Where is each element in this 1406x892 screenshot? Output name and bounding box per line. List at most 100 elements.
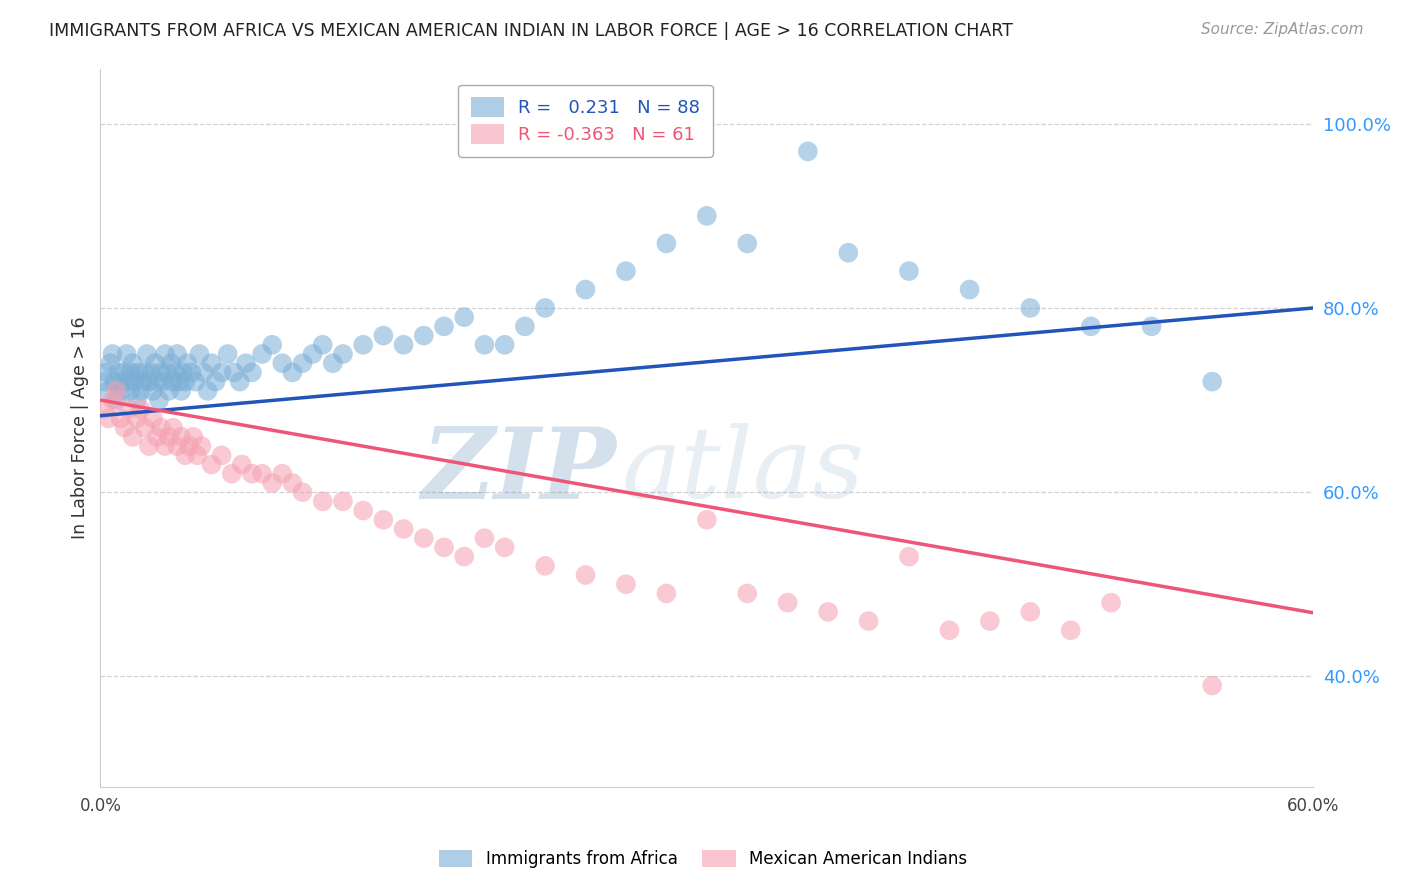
Point — [235, 356, 257, 370]
Point — [134, 366, 156, 380]
Legend: R =   0.231   N = 88, R = -0.363   N = 61: R = 0.231 N = 88, R = -0.363 N = 61 — [458, 85, 713, 157]
Point — [392, 338, 415, 352]
Point — [143, 356, 166, 370]
Point — [301, 347, 323, 361]
Point — [1080, 319, 1102, 334]
Point — [188, 347, 211, 361]
Point — [696, 513, 718, 527]
Point — [120, 384, 142, 398]
Point — [183, 430, 205, 444]
Point — [897, 549, 920, 564]
Point — [105, 392, 128, 407]
Point — [97, 411, 120, 425]
Point — [474, 338, 496, 352]
Point — [1019, 301, 1042, 315]
Point — [160, 356, 183, 370]
Point — [167, 375, 190, 389]
Point — [222, 366, 245, 380]
Point — [221, 467, 243, 481]
Point — [174, 448, 197, 462]
Point — [100, 356, 122, 370]
Point — [938, 624, 960, 638]
Point — [128, 366, 150, 380]
Point — [200, 356, 222, 370]
Point — [115, 347, 138, 361]
Point — [107, 366, 129, 380]
Point — [190, 439, 212, 453]
Point — [101, 347, 124, 361]
Point — [271, 467, 294, 481]
Point — [494, 338, 516, 352]
Point — [250, 467, 273, 481]
Point — [858, 614, 880, 628]
Point — [433, 541, 456, 555]
Point — [312, 494, 335, 508]
Point — [111, 375, 134, 389]
Point — [166, 439, 188, 453]
Point — [291, 356, 314, 370]
Point — [134, 420, 156, 434]
Point — [125, 411, 148, 425]
Point — [373, 513, 395, 527]
Point — [165, 366, 187, 380]
Point — [105, 384, 128, 398]
Point — [240, 467, 263, 481]
Point — [170, 430, 193, 444]
Point — [138, 439, 160, 453]
Point — [262, 338, 284, 352]
Point — [162, 420, 184, 434]
Point — [125, 392, 148, 407]
Point — [797, 145, 820, 159]
Point — [166, 347, 188, 361]
Point — [312, 338, 335, 352]
Point — [120, 366, 142, 380]
Point — [1019, 605, 1042, 619]
Point — [271, 356, 294, 370]
Point — [103, 375, 125, 389]
Point — [373, 328, 395, 343]
Point — [174, 375, 197, 389]
Point — [97, 384, 120, 398]
Point — [817, 605, 839, 619]
Point — [897, 264, 920, 278]
Point — [229, 375, 252, 389]
Point — [231, 458, 253, 472]
Point — [121, 356, 143, 370]
Point — [574, 568, 596, 582]
Point — [513, 319, 536, 334]
Point — [494, 541, 516, 555]
Point — [200, 458, 222, 472]
Point — [453, 310, 475, 325]
Point — [124, 375, 146, 389]
Point — [614, 264, 637, 278]
Point — [118, 375, 141, 389]
Point — [129, 402, 152, 417]
Point — [197, 384, 219, 398]
Point — [157, 384, 180, 398]
Point — [146, 375, 169, 389]
Point — [153, 347, 176, 361]
Point — [655, 236, 678, 251]
Point — [433, 319, 456, 334]
Point — [179, 439, 201, 453]
Point — [150, 366, 173, 380]
Point — [614, 577, 637, 591]
Point — [281, 366, 304, 380]
Point — [176, 356, 198, 370]
Point — [101, 392, 124, 407]
Point — [574, 283, 596, 297]
Point — [696, 209, 718, 223]
Point — [118, 402, 141, 417]
Point — [1099, 596, 1122, 610]
Point — [139, 366, 162, 380]
Point — [129, 384, 152, 398]
Point — [211, 366, 233, 380]
Point — [1060, 624, 1083, 638]
Point — [959, 283, 981, 297]
Point — [534, 558, 557, 573]
Point — [121, 430, 143, 444]
Point — [735, 236, 758, 251]
Point — [114, 366, 136, 380]
Point — [332, 494, 354, 508]
Point — [96, 366, 118, 380]
